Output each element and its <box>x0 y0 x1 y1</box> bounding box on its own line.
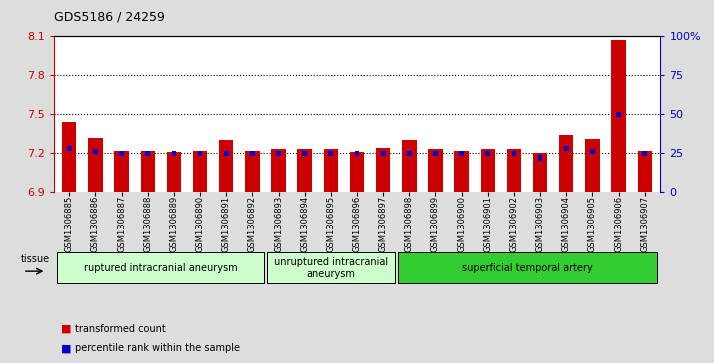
Text: GSM1306901: GSM1306901 <box>483 196 492 252</box>
Bar <box>638 151 652 192</box>
Text: ■: ■ <box>61 343 71 354</box>
Bar <box>454 151 469 192</box>
Bar <box>298 150 312 192</box>
Bar <box>507 150 521 192</box>
Bar <box>486 151 490 156</box>
Bar <box>381 151 386 156</box>
Bar <box>193 151 207 192</box>
Bar <box>323 150 338 192</box>
Bar <box>146 151 150 156</box>
Text: GSM1306889: GSM1306889 <box>169 196 178 252</box>
Text: transformed count: transformed count <box>75 323 166 334</box>
Bar <box>585 139 600 192</box>
Bar <box>402 140 416 192</box>
Text: GSM1306904: GSM1306904 <box>562 196 570 252</box>
Bar <box>564 146 568 151</box>
Bar <box>559 135 573 192</box>
Text: GSM1306903: GSM1306903 <box>536 196 545 252</box>
Text: GSM1306885: GSM1306885 <box>65 196 74 252</box>
Bar <box>276 151 281 156</box>
Bar <box>643 151 647 156</box>
Text: GSM1306891: GSM1306891 <box>222 196 231 252</box>
Bar <box>141 151 155 192</box>
FancyBboxPatch shape <box>57 252 264 283</box>
Bar <box>350 152 364 192</box>
Text: GSM1306897: GSM1306897 <box>378 196 388 252</box>
Bar <box>428 150 443 192</box>
Text: GSM1306899: GSM1306899 <box>431 196 440 252</box>
Text: GSM1306894: GSM1306894 <box>300 196 309 252</box>
Bar <box>271 150 286 192</box>
Bar <box>67 146 71 151</box>
Bar <box>114 151 129 192</box>
Text: GSM1306906: GSM1306906 <box>614 196 623 252</box>
Text: GSM1306890: GSM1306890 <box>196 196 204 252</box>
Bar <box>198 151 202 156</box>
Bar <box>407 151 412 156</box>
Text: GSM1306902: GSM1306902 <box>510 196 518 252</box>
Text: GDS5186 / 24259: GDS5186 / 24259 <box>54 11 164 24</box>
Bar <box>245 151 260 192</box>
Bar <box>533 153 548 192</box>
Text: GSM1306898: GSM1306898 <box>405 196 414 252</box>
FancyBboxPatch shape <box>267 252 395 283</box>
Bar <box>355 151 359 156</box>
Bar <box>219 140 233 192</box>
Text: superficial temporal artery: superficial temporal artery <box>462 263 593 273</box>
Bar <box>62 122 76 192</box>
Bar <box>611 40 625 192</box>
Bar <box>328 151 333 156</box>
Bar <box>302 151 307 156</box>
Text: ruptured intracranial aneurysm: ruptured intracranial aneurysm <box>84 263 238 273</box>
Text: GSM1306892: GSM1306892 <box>248 196 257 252</box>
Bar <box>250 151 255 156</box>
Bar <box>481 150 495 192</box>
Bar <box>93 149 98 154</box>
Bar <box>538 155 543 161</box>
Bar <box>616 112 621 117</box>
Text: GSM1306887: GSM1306887 <box>117 196 126 252</box>
Text: GSM1306905: GSM1306905 <box>588 196 597 252</box>
Text: GSM1306893: GSM1306893 <box>274 196 283 252</box>
Text: GSM1306895: GSM1306895 <box>326 196 336 252</box>
Text: GSM1306907: GSM1306907 <box>640 196 649 252</box>
Bar <box>224 151 228 156</box>
Text: GSM1306900: GSM1306900 <box>457 196 466 252</box>
Text: GSM1306888: GSM1306888 <box>144 196 152 252</box>
Text: GSM1306886: GSM1306886 <box>91 196 100 252</box>
Text: tissue: tissue <box>21 254 50 264</box>
Text: GSM1306896: GSM1306896 <box>353 196 361 252</box>
Bar <box>459 151 464 156</box>
Text: unruptured intracranial
aneurysm: unruptured intracranial aneurysm <box>273 257 388 278</box>
Bar <box>590 149 595 154</box>
Bar <box>171 151 176 156</box>
Bar <box>433 151 438 156</box>
Bar <box>166 152 181 192</box>
Text: ■: ■ <box>61 323 71 334</box>
Bar <box>376 148 391 192</box>
Bar <box>119 151 124 156</box>
Text: percentile rank within the sample: percentile rank within the sample <box>75 343 240 354</box>
Bar <box>89 138 103 192</box>
FancyBboxPatch shape <box>398 252 657 283</box>
Bar <box>512 151 516 156</box>
